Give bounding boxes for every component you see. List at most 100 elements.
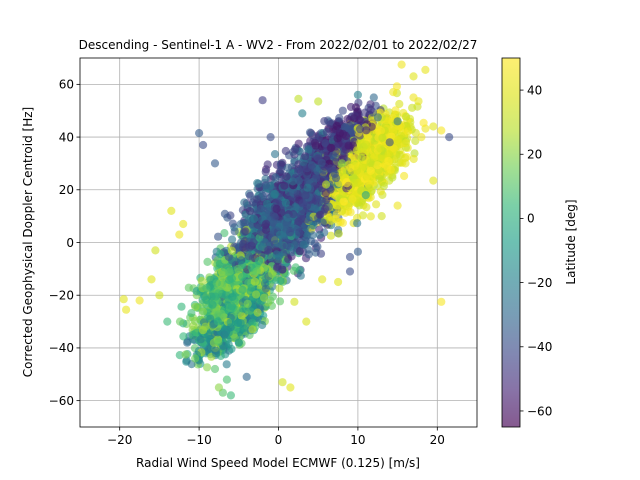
y-tick-label: 60 [59, 78, 74, 92]
scatter-point [362, 126, 371, 135]
scatter-point [255, 256, 264, 266]
scatter-point [313, 166, 322, 175]
scatter-point [346, 102, 356, 112]
x-tick-label: 20 [430, 433, 445, 447]
scatter-point [373, 113, 382, 122]
scatter-point [187, 309, 196, 318]
scatter-point [238, 285, 247, 294]
scatter-point [365, 184, 374, 193]
scatter-point [266, 296, 275, 305]
scatter-point [395, 99, 404, 109]
scatter-point [294, 94, 303, 103]
scatter-point [243, 299, 252, 308]
scatter-point [258, 320, 267, 330]
scatter-point [375, 174, 384, 183]
scatter-point [385, 138, 394, 147]
scatter-point [195, 129, 204, 138]
scatter-point [295, 247, 304, 256]
scatter-point [151, 246, 160, 255]
scatter-point [355, 115, 364, 124]
scatter-point [228, 292, 237, 301]
scatter-point [268, 269, 277, 278]
scatter-point [179, 219, 188, 229]
scatter-point [314, 97, 323, 106]
scatter-point [315, 210, 325, 219]
chart-title: Descending - Sentinel-1 A - WV2 - From 2… [79, 38, 478, 52]
scatter-point [393, 117, 402, 126]
scatter-point [286, 383, 295, 392]
scatter-point [181, 350, 190, 359]
scatter-point [241, 227, 250, 236]
scatter-point [373, 161, 382, 170]
scatter-point [228, 235, 237, 244]
scatter-point [304, 250, 313, 259]
scatter-points [119, 60, 454, 400]
scatter-point [283, 163, 293, 172]
scatter-point [327, 143, 336, 152]
scatter-point [305, 128, 315, 137]
scatter-point [252, 290, 261, 299]
scatter-point [421, 65, 430, 74]
scatter-point [214, 383, 223, 392]
scatter-point [335, 129, 344, 138]
scatter-point [362, 140, 371, 149]
scatter-point [372, 200, 381, 209]
scatter-point [280, 181, 289, 190]
scatter-point [271, 173, 280, 182]
scatter-point [302, 317, 311, 326]
scatter-point [262, 219, 271, 228]
scatter-point [392, 82, 401, 91]
scatter-point [202, 284, 211, 293]
scatter-point [408, 103, 417, 112]
scatter-point [259, 293, 269, 302]
scatter-point [224, 340, 233, 349]
scatter-point [275, 297, 285, 306]
scatter-point [282, 220, 291, 229]
scatter-point [315, 230, 324, 239]
colorbar-label: Latitude [deg] [564, 199, 578, 284]
scatter-point [378, 133, 387, 142]
scatter-point [401, 139, 410, 148]
y-tick-label: −40 [49, 341, 74, 355]
scatter-point [248, 318, 257, 327]
scatter-point [291, 202, 300, 211]
scatter-point [239, 239, 248, 249]
scatter-point [211, 292, 220, 301]
scatter-point [254, 179, 263, 188]
scatter-point [369, 93, 378, 102]
scatter-point [322, 180, 331, 189]
scatter-point [214, 337, 223, 347]
scatter-point [376, 126, 386, 135]
scatter-point [313, 153, 322, 162]
scatter-point [303, 183, 312, 192]
scatter-point [402, 112, 411, 121]
scatter-point [281, 198, 290, 207]
scatter-point [238, 272, 247, 281]
scatter-point [282, 172, 291, 181]
scatter-point [345, 267, 355, 276]
scatter-point [256, 204, 266, 213]
scatter-point [286, 228, 295, 237]
scatter-point [311, 204, 320, 213]
scatter-point [163, 317, 172, 326]
scatter-point [266, 133, 275, 142]
scatter-point [184, 283, 193, 292]
scatter-point [338, 106, 347, 115]
scatter-point [252, 267, 261, 276]
scatter-point [301, 191, 310, 200]
scatter-point [212, 279, 221, 288]
scatter-point [250, 214, 259, 223]
scatter-point [386, 165, 395, 174]
scatter-point [394, 135, 403, 144]
scatter-point [282, 241, 292, 250]
scatter-point [311, 174, 321, 183]
scatter-point [208, 300, 217, 309]
scatter-point [220, 229, 229, 238]
scatter-point [275, 284, 284, 293]
scatter-point [274, 239, 283, 248]
scatter-point [316, 249, 326, 258]
colorbar-tick-label: −40 [527, 340, 552, 354]
scatter-point [337, 159, 347, 168]
scatter-point [338, 190, 347, 199]
scatter-point [334, 229, 343, 238]
